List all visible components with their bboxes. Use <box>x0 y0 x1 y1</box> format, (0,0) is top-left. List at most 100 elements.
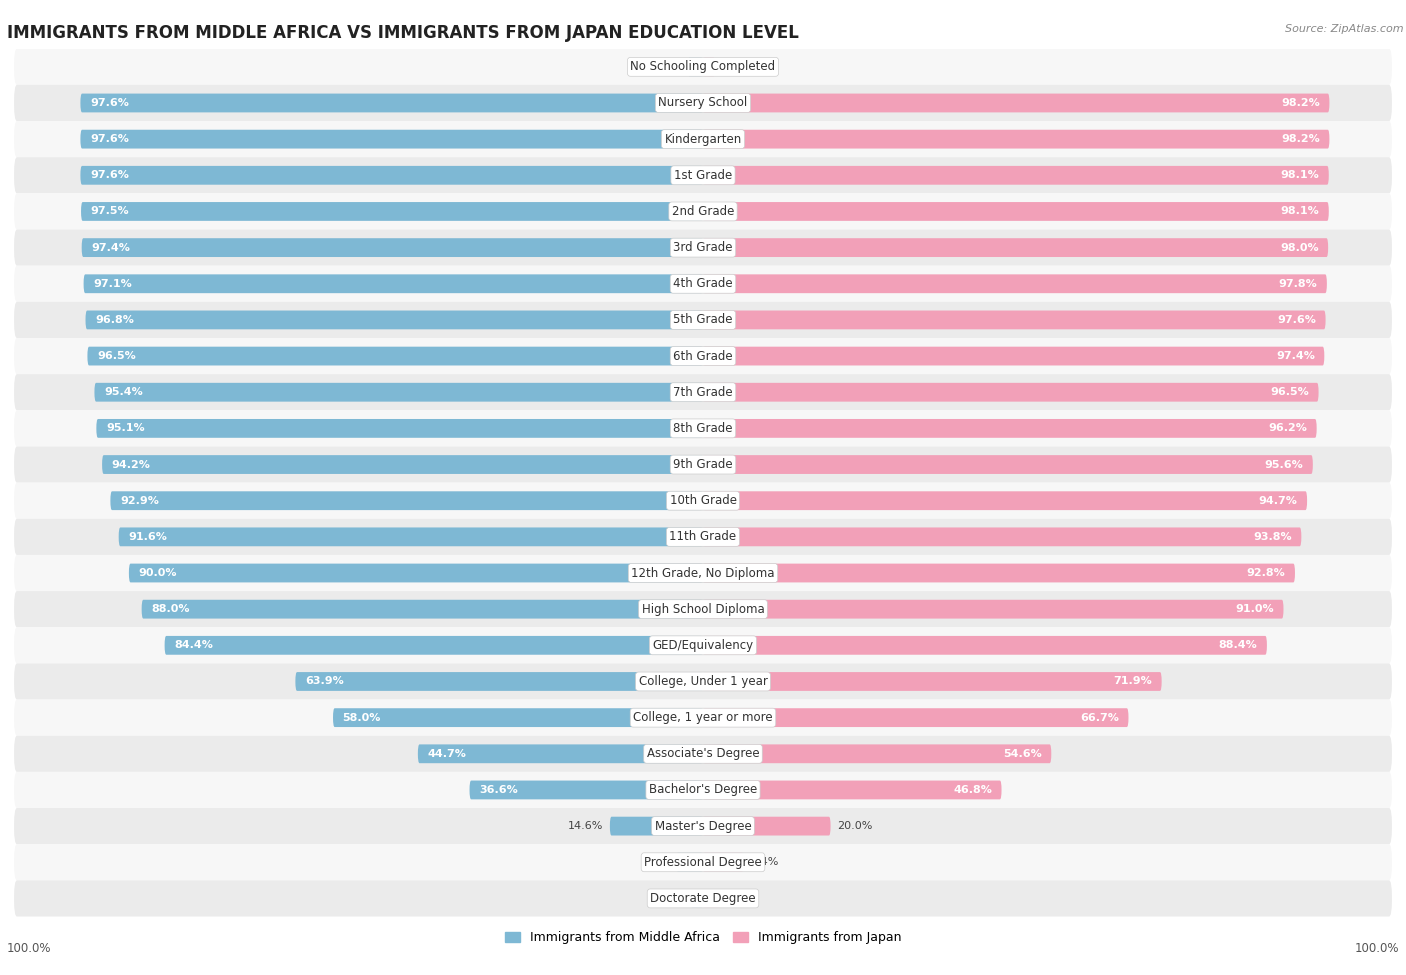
Text: 90.0%: 90.0% <box>138 568 177 578</box>
Text: 95.1%: 95.1% <box>105 423 145 434</box>
Text: 7th Grade: 7th Grade <box>673 386 733 399</box>
FancyBboxPatch shape <box>703 166 1329 184</box>
Text: College, Under 1 year: College, Under 1 year <box>638 675 768 688</box>
FancyBboxPatch shape <box>703 419 1316 438</box>
FancyBboxPatch shape <box>703 889 721 908</box>
Text: 97.6%: 97.6% <box>90 98 129 108</box>
FancyBboxPatch shape <box>14 627 1392 663</box>
FancyBboxPatch shape <box>703 744 1052 763</box>
Text: 96.5%: 96.5% <box>97 351 136 361</box>
FancyBboxPatch shape <box>703 817 831 836</box>
FancyBboxPatch shape <box>703 564 1295 582</box>
FancyBboxPatch shape <box>14 49 1392 85</box>
Text: 98.2%: 98.2% <box>1281 135 1320 144</box>
FancyBboxPatch shape <box>14 663 1392 699</box>
Text: Bachelor's Degree: Bachelor's Degree <box>650 784 756 797</box>
FancyBboxPatch shape <box>87 347 703 366</box>
FancyBboxPatch shape <box>14 157 1392 193</box>
FancyBboxPatch shape <box>703 708 1129 727</box>
Text: 4th Grade: 4th Grade <box>673 277 733 291</box>
FancyBboxPatch shape <box>86 310 703 330</box>
Text: 98.1%: 98.1% <box>1281 207 1319 216</box>
Text: 2nd Grade: 2nd Grade <box>672 205 734 218</box>
Text: Master's Degree: Master's Degree <box>655 820 751 833</box>
FancyBboxPatch shape <box>14 265 1392 302</box>
Text: 95.4%: 95.4% <box>104 387 143 397</box>
FancyBboxPatch shape <box>14 772 1392 808</box>
FancyBboxPatch shape <box>82 238 703 257</box>
Text: 9th Grade: 9th Grade <box>673 458 733 471</box>
FancyBboxPatch shape <box>703 853 744 872</box>
FancyBboxPatch shape <box>295 672 703 691</box>
FancyBboxPatch shape <box>80 94 703 112</box>
FancyBboxPatch shape <box>703 347 1324 366</box>
FancyBboxPatch shape <box>14 699 1392 736</box>
Text: IMMIGRANTS FROM MIDDLE AFRICA VS IMMIGRANTS FROM JAPAN EDUCATION LEVEL: IMMIGRANTS FROM MIDDLE AFRICA VS IMMIGRA… <box>7 24 799 42</box>
Text: 92.8%: 92.8% <box>1247 568 1285 578</box>
Text: 88.4%: 88.4% <box>1219 641 1257 650</box>
Text: 1st Grade: 1st Grade <box>673 169 733 181</box>
FancyBboxPatch shape <box>690 889 703 908</box>
FancyBboxPatch shape <box>703 58 716 76</box>
Text: College, 1 year or more: College, 1 year or more <box>633 711 773 724</box>
FancyBboxPatch shape <box>80 166 703 184</box>
Text: 2.8%: 2.8% <box>727 893 756 904</box>
FancyBboxPatch shape <box>111 491 703 510</box>
Text: 54.6%: 54.6% <box>1002 749 1042 759</box>
FancyBboxPatch shape <box>97 419 703 438</box>
Text: 96.2%: 96.2% <box>1268 423 1308 434</box>
FancyBboxPatch shape <box>14 338 1392 374</box>
Text: 92.9%: 92.9% <box>120 495 159 506</box>
Text: 46.8%: 46.8% <box>953 785 993 795</box>
Text: 97.8%: 97.8% <box>1278 279 1317 289</box>
FancyBboxPatch shape <box>14 483 1392 519</box>
FancyBboxPatch shape <box>703 636 1267 655</box>
Text: 100.0%: 100.0% <box>1354 943 1399 956</box>
FancyBboxPatch shape <box>703 672 1161 691</box>
FancyBboxPatch shape <box>14 880 1392 916</box>
Text: 97.6%: 97.6% <box>90 135 129 144</box>
FancyBboxPatch shape <box>703 238 1329 257</box>
Text: 91.6%: 91.6% <box>128 531 167 542</box>
Text: 14.6%: 14.6% <box>568 821 603 831</box>
Text: 97.6%: 97.6% <box>90 171 129 180</box>
FancyBboxPatch shape <box>14 121 1392 157</box>
FancyBboxPatch shape <box>703 202 1329 221</box>
FancyBboxPatch shape <box>14 410 1392 447</box>
Text: 97.1%: 97.1% <box>93 279 132 289</box>
Text: 84.4%: 84.4% <box>174 641 214 650</box>
Text: 6th Grade: 6th Grade <box>673 350 733 363</box>
Legend: Immigrants from Middle Africa, Immigrants from Japan: Immigrants from Middle Africa, Immigrant… <box>501 926 905 950</box>
FancyBboxPatch shape <box>676 853 703 872</box>
Text: 1.9%: 1.9% <box>721 61 749 72</box>
FancyBboxPatch shape <box>14 374 1392 410</box>
FancyBboxPatch shape <box>703 491 1308 510</box>
FancyBboxPatch shape <box>165 636 703 655</box>
FancyBboxPatch shape <box>610 817 703 836</box>
FancyBboxPatch shape <box>14 736 1392 772</box>
FancyBboxPatch shape <box>703 781 1001 799</box>
FancyBboxPatch shape <box>703 600 1284 618</box>
Text: Kindergarten: Kindergarten <box>665 133 741 145</box>
Text: 98.2%: 98.2% <box>1281 98 1320 108</box>
Text: Associate's Degree: Associate's Degree <box>647 747 759 760</box>
Text: GED/Equivalency: GED/Equivalency <box>652 639 754 652</box>
Text: 1.9%: 1.9% <box>657 893 685 904</box>
FancyBboxPatch shape <box>129 564 703 582</box>
Text: 95.6%: 95.6% <box>1264 459 1303 470</box>
Text: 63.9%: 63.9% <box>305 677 343 686</box>
Text: 91.0%: 91.0% <box>1236 604 1274 614</box>
FancyBboxPatch shape <box>82 202 703 221</box>
FancyBboxPatch shape <box>103 455 703 474</box>
Text: 97.4%: 97.4% <box>91 243 131 253</box>
Text: 96.8%: 96.8% <box>96 315 134 325</box>
Text: 96.5%: 96.5% <box>1270 387 1309 397</box>
FancyBboxPatch shape <box>118 527 703 546</box>
Text: 94.7%: 94.7% <box>1258 495 1298 506</box>
Text: 97.4%: 97.4% <box>1275 351 1315 361</box>
Text: 98.0%: 98.0% <box>1279 243 1319 253</box>
Text: 93.8%: 93.8% <box>1253 531 1292 542</box>
FancyBboxPatch shape <box>14 519 1392 555</box>
Text: Professional Degree: Professional Degree <box>644 856 762 869</box>
FancyBboxPatch shape <box>142 600 703 618</box>
